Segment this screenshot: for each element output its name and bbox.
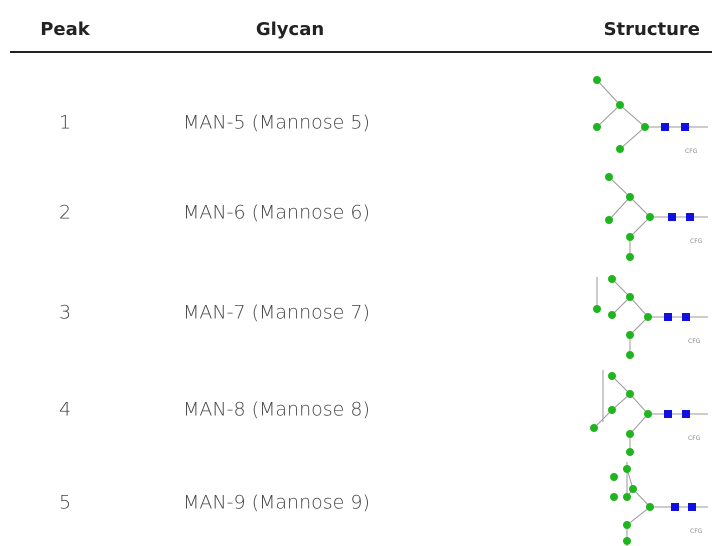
glycan-cell: MAN-8 (Mannose 8) [183,399,370,421]
mannose [641,123,649,131]
mannose [593,305,601,313]
mannose [616,145,624,153]
glycan-bond [629,316,649,336]
structure-label: CFG [690,238,703,245]
peak-cell: 4 [59,399,71,421]
glycan-bond [611,375,631,395]
mannose [610,473,618,481]
structure-label: CFG [688,338,701,345]
glycan-bond [629,216,651,238]
header-structure: Structure [604,19,700,40]
mannose [629,485,637,493]
glycan-cell: MAN-6 (Mannose 6) [183,202,370,224]
glycan-bond [611,393,631,411]
mannose [610,493,618,501]
glycan-cell: MAN-9 (Mannose 9) [183,492,370,514]
glcnac [681,123,689,131]
glcnac [688,503,696,511]
glcnac [668,213,676,221]
mannose [593,123,601,131]
glycan-cell: MAN-5 (Mannose 5) [183,112,370,134]
glcnac [664,313,672,321]
header-glycan: Glycan [256,19,324,40]
mannose [646,503,654,511]
mannose [644,313,652,321]
mannose [590,424,598,432]
glycan-bond [632,488,651,508]
mannose [623,493,631,501]
mannose [608,372,616,380]
mannose [593,76,601,84]
glycan-bond [611,296,631,316]
glycan-bond [593,409,613,429]
structure-label: CFG [690,528,703,535]
glcnac [686,213,694,221]
peak-cell: 3 [59,302,71,324]
mannose [605,173,613,181]
glycan-bond [608,176,631,198]
peak-cell: 5 [59,492,71,514]
glycan-bond [629,196,651,218]
mannose [626,448,634,456]
mannose [605,216,613,224]
glcnac [671,503,679,511]
mannose [623,521,631,529]
structure-label: CFG [688,435,701,442]
glycan-bond [596,79,621,106]
glycan-bond [626,506,651,526]
glycan-cell: MAN-7 (Mannose 7) [183,302,370,324]
mannose [626,331,634,339]
mannose [646,213,654,221]
glycan-bond [596,104,621,128]
glcnac [664,410,672,418]
peak-cell: 2 [59,202,71,224]
mannose [626,430,634,438]
mannose [626,293,634,301]
header-peak: Peak [40,19,91,40]
mannose [626,193,634,201]
mannose [644,410,652,418]
mannose [626,390,634,398]
peak-cell: 1 [59,112,71,134]
mannose [623,465,631,473]
structure-label: CFG [685,148,698,155]
mannose [623,537,631,545]
mannose [626,253,634,261]
glcnac [682,313,690,321]
mannose [626,233,634,241]
glycan-bond [629,393,649,415]
glycan-bond [629,413,649,435]
mannose [608,311,616,319]
glcnac [682,410,690,418]
glycan-bond [611,278,631,298]
glycan-bond [608,196,631,221]
glycan-bond [619,104,646,128]
glcnac [661,123,669,131]
mannose [626,351,634,359]
glycan-bond [629,296,649,318]
mannose [608,275,616,283]
mannose [608,406,616,414]
glycan-bond [619,126,646,150]
mannose [616,101,624,109]
